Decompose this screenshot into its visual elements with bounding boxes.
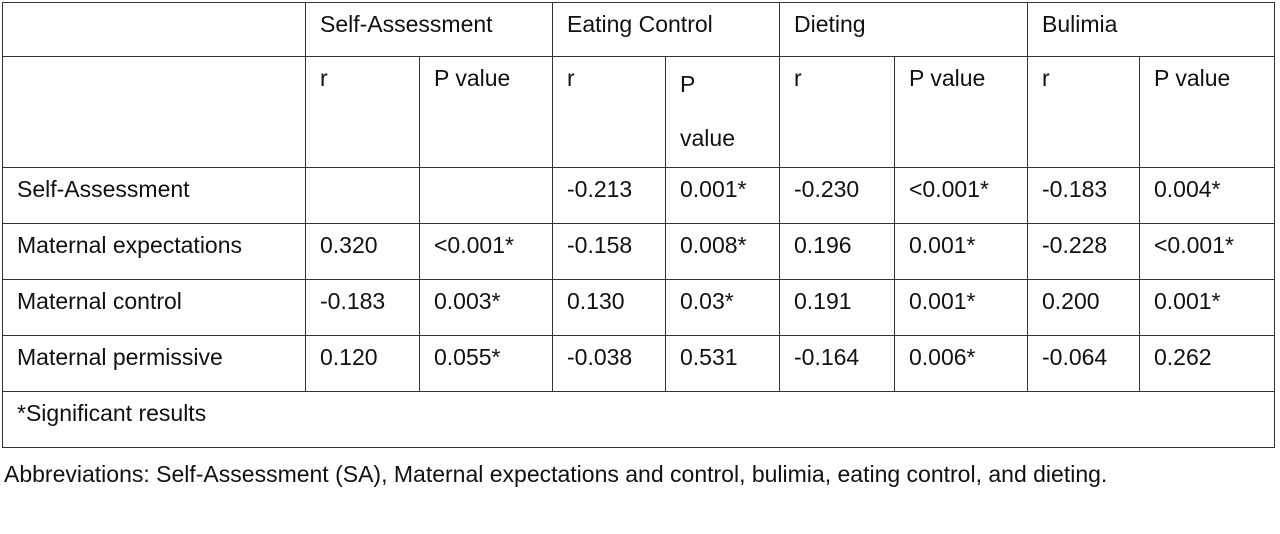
correlation-table-container: Self-Assessment Eating Control Dieting B… <box>2 2 1275 448</box>
table-cell: 0.001* <box>1139 279 1275 336</box>
table-cell: -0.183 <box>1027 167 1140 224</box>
table-cell <box>419 167 553 224</box>
table-cell: 0.262 <box>1139 335 1275 392</box>
group-header-dieting: Dieting <box>779 2 1028 57</box>
row-label: Maternal permissive <box>2 335 306 392</box>
table-row: Maternal expectations 0.320 <0.001* -0.1… <box>2 223 1275 280</box>
subheader-r: r <box>305 56 420 168</box>
table-cell: 0.531 <box>665 335 780 392</box>
table-cell: <0.001* <box>894 167 1028 224</box>
table-row: Self-Assessment -0.213 0.001* -0.230 <0.… <box>2 167 1275 224</box>
table-cell: 0.191 <box>779 279 895 336</box>
correlation-table: Self-Assessment Eating Control Dieting B… <box>2 2 1275 448</box>
table-row: Maternal permissive 0.120 0.055* -0.038 … <box>2 335 1275 392</box>
group-header-eating-control: Eating Control <box>552 2 780 57</box>
subheader-value-word: value <box>680 125 735 151</box>
table-cell: 0.001* <box>894 279 1028 336</box>
table-cell: <0.001* <box>1139 223 1275 280</box>
group-header-row: Self-Assessment Eating Control Dieting B… <box>2 2 1275 57</box>
table-cell <box>305 167 420 224</box>
table-cell: 0.120 <box>305 335 420 392</box>
subheader-p-value: P value <box>1139 56 1275 168</box>
row-label: Maternal expectations <box>2 223 306 280</box>
table-cell: -0.164 <box>779 335 895 392</box>
table-cell: -0.228 <box>1027 223 1140 280</box>
table-cell: <0.001* <box>419 223 553 280</box>
table-row: Maternal control -0.183 0.003* 0.130 0.0… <box>2 279 1275 336</box>
footnote: *Significant results <box>2 391 1275 448</box>
table-cell: 0.196 <box>779 223 895 280</box>
table-cell: -0.064 <box>1027 335 1140 392</box>
table-cell: -0.230 <box>779 167 895 224</box>
table-cell: 0.200 <box>1027 279 1140 336</box>
corner-cell <box>2 2 306 57</box>
subheader-r: r <box>1027 56 1140 168</box>
table-cell: 0.003* <box>419 279 553 336</box>
footnote-row: *Significant results <box>2 391 1275 448</box>
table-cell: 0.130 <box>552 279 666 336</box>
table-cell: -0.183 <box>305 279 420 336</box>
group-header-bulimia: Bulimia <box>1027 2 1275 57</box>
subheader-r: r <box>552 56 666 168</box>
table-cell: 0.008* <box>665 223 780 280</box>
table-cell: 0.03* <box>665 279 780 336</box>
subheader-r: r <box>779 56 895 168</box>
subheader-p-value: P value <box>894 56 1028 168</box>
table-cell: 0.001* <box>665 167 780 224</box>
subheader-p-word: P <box>680 71 696 97</box>
subheader-p-value: P value <box>419 56 553 168</box>
table-cell: 0.320 <box>305 223 420 280</box>
table-cell: -0.038 <box>552 335 666 392</box>
table-cell: 0.004* <box>1139 167 1275 224</box>
table-cell: 0.055* <box>419 335 553 392</box>
row-label: Self-Assessment <box>2 167 306 224</box>
table-cell: -0.158 <box>552 223 666 280</box>
table-cell: -0.213 <box>552 167 666 224</box>
subheader-blank <box>2 56 306 168</box>
table-cell: 0.001* <box>894 223 1028 280</box>
abbreviations-note: Abbreviations: Self-Assessment (SA), Mat… <box>4 461 1108 487</box>
table-cell: 0.006* <box>894 335 1028 392</box>
row-label: Maternal control <box>2 279 306 336</box>
group-header-self-assessment: Self-Assessment <box>305 2 553 57</box>
